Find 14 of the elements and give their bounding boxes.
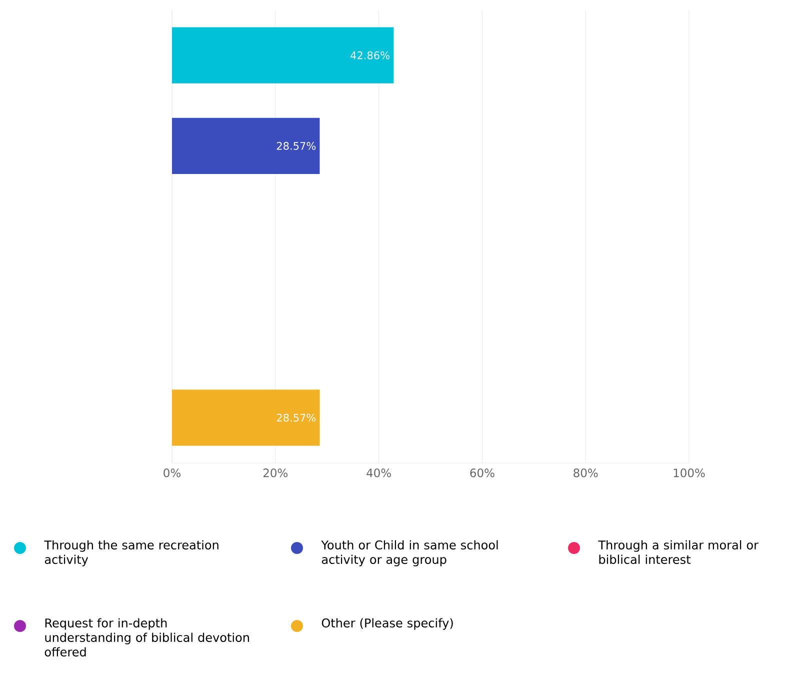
legend-label: Request for in-depth understanding of biblical devotion offered <box>44 618 249 656</box>
x-tick-label: 100% <box>674 468 705 478</box>
legend-label: Through the same recreation activity <box>44 540 218 566</box>
x-tick-label: 0% <box>164 468 180 478</box>
x-tick-label: 20% <box>263 468 288 478</box>
x-tick-label: 40% <box>366 468 391 478</box>
legend-label: Other (Please specify) <box>322 618 453 630</box>
data-label: 28.57% <box>276 414 316 422</box>
data-label: 28.57% <box>276 142 316 150</box>
x-tick-label: 60% <box>470 468 494 478</box>
x-tick-label: 80% <box>574 468 598 478</box>
data-label: 42.86% <box>350 51 390 60</box>
legend-label: Through a similar moral or biblical interest <box>598 540 759 564</box>
legend-label: Youth or Child in same school activity or age group <box>321 540 498 566</box>
